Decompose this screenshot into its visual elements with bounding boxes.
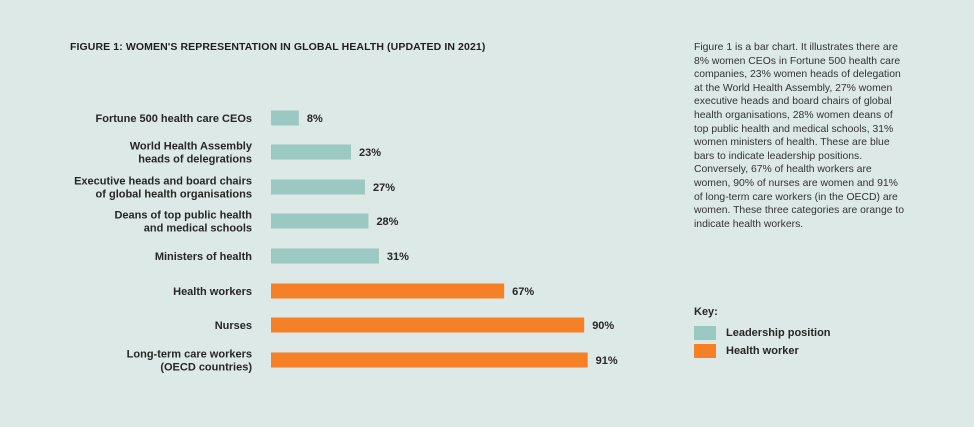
category-label-6: Nurses xyxy=(215,320,252,332)
category-label-3: Deans of top public health and medical sc… xyxy=(114,210,252,235)
bar-value-label-2: 27% xyxy=(373,182,395,194)
legend-item-leadership: Leadership position xyxy=(694,324,831,342)
chart-title: FIGURE 1: WOMEN'S REPRESENTATION IN GLOB… xyxy=(70,41,486,53)
legend-item-health-worker: Health worker xyxy=(694,342,831,360)
bar-7 xyxy=(271,352,588,368)
legend-label-leadership: Leadership position xyxy=(726,327,831,339)
bar-4 xyxy=(271,248,379,264)
category-label-line: World Health Assembly xyxy=(130,141,253,153)
category-label-line: Fortune 500 health care CEOs xyxy=(96,113,253,125)
category-label-4: Ministers of health xyxy=(155,251,252,263)
category-label-line: Deans of top public health xyxy=(114,210,252,222)
legend-swatch-health-worker xyxy=(694,344,716,358)
category-label-1: World Health Assembly heads of delegratio… xyxy=(130,141,253,166)
category-label-line: heads of delegrations xyxy=(138,154,252,166)
bar-value-label-7: 91% xyxy=(596,355,618,367)
bar-value-label-4: 31% xyxy=(387,251,409,263)
category-label-line: of global health organisations xyxy=(96,189,252,201)
bar-1 xyxy=(271,144,352,160)
category-label-5: Health workers xyxy=(173,286,252,298)
bar-5 xyxy=(271,283,505,299)
bar-value-label-6: 90% xyxy=(592,320,614,332)
bar-value-label-0: 8% xyxy=(307,113,323,125)
bar-6 xyxy=(271,317,585,333)
bar-0 xyxy=(271,110,299,126)
category-label-line: and medical schools xyxy=(144,223,252,235)
category-label-line: Executive heads and board chairs xyxy=(74,176,252,188)
legend-swatch-leadership xyxy=(694,326,716,340)
category-label-line: (OECD countries) xyxy=(160,362,252,374)
legend-label-health-worker: Health worker xyxy=(726,345,799,357)
legend: Key: Leadership position Health worker xyxy=(694,306,831,360)
bar-2 xyxy=(271,179,365,195)
legend-title: Key: xyxy=(694,306,718,318)
category-label-0: Fortune 500 health care CEOs xyxy=(96,113,253,125)
category-label-7: Long-term care workers (OECD countries) xyxy=(127,349,253,374)
category-label-line: Ministers of health xyxy=(155,251,252,263)
bar-value-label-3: 28% xyxy=(376,216,398,228)
chart-description: Figure 1 is a bar chart. It illustrates … xyxy=(694,42,905,230)
category-label-line: Nurses xyxy=(215,320,252,332)
category-label-line: Health workers xyxy=(173,286,252,298)
bar-value-label-1: 23% xyxy=(359,147,381,159)
category-label-line: Long-term care workers xyxy=(127,349,252,361)
bar-3 xyxy=(271,213,369,229)
bar-value-label-5: 67% xyxy=(512,286,534,298)
category-label-2: Executive heads and board chairs of globa… xyxy=(74,176,252,201)
